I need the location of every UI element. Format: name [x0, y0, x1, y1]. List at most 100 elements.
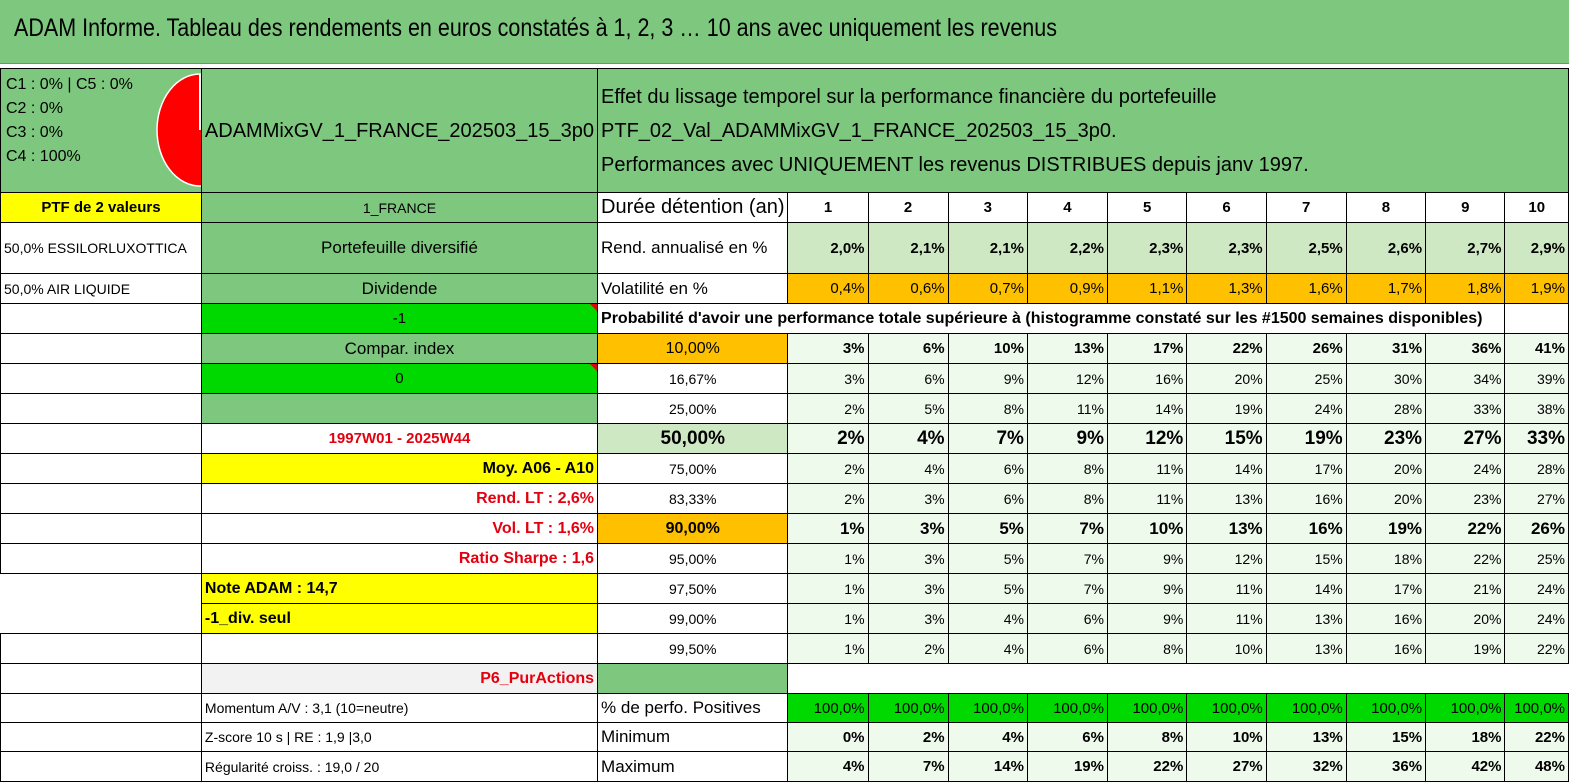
prob-value: 31%: [1345, 333, 1427, 364]
year-header: 8: [1345, 192, 1427, 223]
prob-value: 1%: [787, 513, 869, 544]
legend-line: C4 : 100%: [6, 148, 81, 165]
prob-value: 3%: [867, 543, 949, 574]
prob-value: 24%: [1425, 453, 1506, 484]
zero-cell: 0: [200, 363, 599, 394]
prob-value: 1%: [787, 543, 869, 574]
prob-value: 2%: [787, 483, 869, 514]
prob-value: 24%: [1504, 603, 1569, 634]
rend-value: 2,3%: [1186, 222, 1267, 274]
prob-value: 3%: [867, 483, 949, 514]
ptf-count-label: PTF de 2 valeurs: [0, 192, 202, 223]
probability-threshold: 95,00%: [597, 543, 789, 574]
prob-value: 2%: [787, 423, 869, 454]
empty-cell: [1, 604, 202, 634]
moy-label: Moy. A06 - A10: [200, 453, 599, 484]
vol-value: 1,7%: [1345, 273, 1427, 304]
legend-line: C1 : 0% | C5 : 0%: [6, 76, 133, 93]
minimum-value: 8%: [1106, 722, 1188, 752]
rend-value: 2,6%: [1345, 222, 1427, 274]
prob-value: 13%: [1186, 483, 1267, 514]
prob-value: 6%: [947, 453, 1028, 484]
prob-value: 7%: [947, 423, 1028, 454]
minimum-value: 15%: [1345, 722, 1427, 752]
probability-threshold: 16,67%: [597, 363, 789, 394]
prob-value: 27%: [1504, 483, 1569, 514]
legend-line: C3 : 0%: [6, 124, 63, 141]
holding-item: 50,0% AIR LIQUIDE: [0, 273, 202, 304]
prob-value: 20%: [1186, 363, 1267, 394]
prob-value: 9%: [1106, 543, 1188, 574]
prob-value: 30%: [1345, 363, 1427, 394]
probability-threshold: 25,00%: [597, 393, 789, 424]
portfolio-type: Portefeuille diversifié: [200, 222, 599, 274]
minimum-value: 22%: [1504, 722, 1569, 752]
maximum-value: 19%: [1026, 751, 1108, 782]
rend-value: 2,2%: [1026, 222, 1108, 274]
year-header: 6: [1186, 192, 1267, 223]
composition-legend: C1 : 0% | C5 : 0% C2 : 0% C3 : 0% C4 : 1…: [0, 68, 202, 193]
empty-cell: [0, 751, 202, 782]
vol-value: 0,6%: [867, 273, 949, 304]
vol-value: 1,9%: [1504, 273, 1569, 304]
maximum-value: 22%: [1106, 751, 1188, 782]
positive-perf-value: 100,0%: [1345, 693, 1427, 723]
duration-label: Durée détention (an): [597, 192, 789, 223]
portfolio-name: ADAMMixGV_1_FRANCE_202503_15_3p0: [200, 68, 599, 193]
prob-value: 5%: [947, 573, 1028, 604]
prob-value: 1%: [787, 573, 869, 604]
sharpe-label: Ratio Sharpe : 1,6: [200, 543, 599, 574]
positive-perf-value: 100,0%: [1265, 693, 1347, 723]
prob-value: 3%: [787, 333, 869, 364]
positive-perf-value: 100,0%: [787, 693, 869, 723]
empty-cell: [1, 574, 202, 604]
maximum-value: 27%: [1186, 751, 1267, 782]
prob-value: 4%: [947, 603, 1028, 634]
minus-one-cell: -1: [200, 303, 599, 334]
rend-label: Rend. annualisé en %: [597, 222, 789, 274]
prob-value: 5%: [947, 513, 1028, 544]
positive-perf-value: 100,0%: [947, 693, 1028, 723]
prob-value: 10%: [1186, 633, 1267, 664]
prob-value: 14%: [1106, 393, 1188, 424]
prob-value: 11%: [1026, 393, 1108, 424]
empty-cell: [0, 513, 202, 544]
minimum-value: 6%: [1026, 722, 1108, 752]
prob-value: 19%: [1186, 393, 1267, 424]
year-header: 4: [1026, 192, 1108, 223]
positive-perf-label: % de perfo. Positives: [597, 693, 789, 723]
positive-perf-value: 100,0%: [1504, 693, 1569, 723]
dividend-label: Dividende: [200, 273, 599, 304]
prob-value: 5%: [867, 393, 949, 424]
prob-value: 2%: [787, 393, 869, 424]
prob-value: 7%: [1026, 513, 1108, 544]
prob-value: 26%: [1504, 513, 1569, 544]
prob-value: 3%: [867, 603, 949, 634]
empty-cell: [0, 543, 202, 574]
maximum-value: 42%: [1425, 751, 1506, 782]
year-header: 1: [787, 192, 869, 223]
performance-table: C1 : 0% | C5 : 0% C2 : 0% C3 : 0% C4 : 1…: [0, 68, 1569, 782]
prob-value: 33%: [1504, 423, 1569, 454]
prob-value: 15%: [1265, 543, 1347, 574]
div-seul-label: -1_div. seul: [200, 603, 599, 634]
prob-value: 10%: [1106, 513, 1188, 544]
prob-value: 20%: [1345, 483, 1427, 514]
prob-value: 17%: [1106, 333, 1188, 364]
prob-value: 33%: [1425, 393, 1506, 424]
rend-value: 2,0%: [787, 222, 869, 274]
title-bar: ADAM Informe. Tableau des rendements en …: [0, 0, 1569, 64]
vol-value: 0,7%: [947, 273, 1028, 304]
zscore-label: Z-score 10 s | RE : 1,9 |3,0: [200, 722, 599, 752]
holding-item: 50,0% ESSILORLUXOTTICA: [0, 222, 202, 274]
prob-value: 8%: [1026, 483, 1108, 514]
note-adam: Note ADAM : 14,7: [200, 573, 599, 604]
prob-value: 15%: [1186, 423, 1267, 454]
prob-value: 24%: [1265, 393, 1347, 424]
prob-value: 24%: [1504, 573, 1569, 604]
positive-perf-value: 100,0%: [1425, 693, 1506, 723]
prob-value: 16%: [1345, 633, 1427, 664]
rend-value: 2,1%: [867, 222, 949, 274]
positive-perf-value: 100,0%: [1186, 693, 1267, 723]
prob-value: 36%: [1425, 333, 1506, 364]
